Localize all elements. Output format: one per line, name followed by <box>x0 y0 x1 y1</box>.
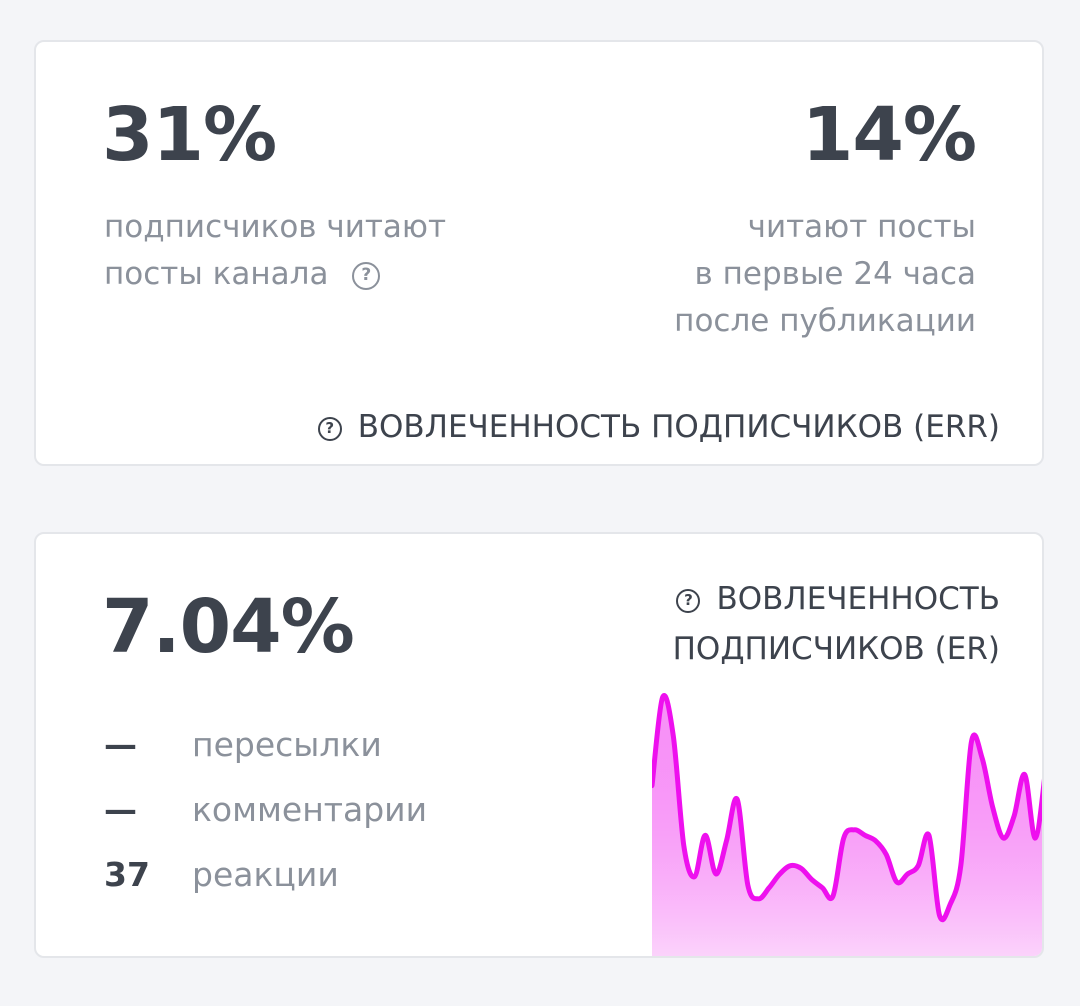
er-title-line2: ПОДПИСЧИКОВ (ER) <box>672 631 1000 667</box>
err-left-desc-line2-text: посты канала <box>104 256 329 292</box>
question-circle-icon[interactable]: ? <box>676 588 701 613</box>
metric-name: пересылки <box>192 725 382 764</box>
err-right-desc-line2: в первые 24 часа <box>694 256 976 292</box>
err-card: 31% подписчиков читают посты канала ? 14… <box>34 40 1044 466</box>
err-24h-read-value: 14% <box>801 92 977 178</box>
err-left-desc-line1: подписчиков читают <box>104 209 447 245</box>
sparkline-area <box>652 695 1042 956</box>
metric-name: реакции <box>192 855 339 894</box>
er-sparkline-chart <box>652 693 1042 956</box>
err-footer-label: ВОВЛЕЧЕННОСТЬ ПОДПИСЧИКОВ (ERR) <box>357 409 1000 445</box>
err-right-desc-line3: после публикации <box>674 303 976 339</box>
err-24h-read-desc: читают посты в первые 24 часа после публ… <box>674 204 976 345</box>
er-title[interactable]: ? ВОВЛЕЧЕННОСТЬ ПОДПИСЧИКОВ (ER) <box>673 574 1000 674</box>
er-title-line1: ВОВЛЕЧЕННОСТЬ <box>716 581 1000 617</box>
metric-row-reactions: 37 реакции <box>104 850 339 900</box>
er-value: 7.04% <box>102 584 355 670</box>
sparkline-line <box>652 693 1042 923</box>
metric-value: 37 <box>104 855 150 894</box>
metric-value: — <box>104 790 137 829</box>
metric-row-forwards: — пересылки <box>104 720 382 770</box>
metric-row-comments: — комментарии <box>104 785 427 835</box>
err-footer[interactable]: ? ВОВЛЕЧЕННОСТЬ ПОДПИСЧИКОВ (ERR) <box>317 402 1000 452</box>
question-circle-icon[interactable]: ? <box>317 416 342 441</box>
metric-name: комментарии <box>192 790 428 829</box>
err-left-desc-line2: посты канала ? <box>104 251 446 298</box>
question-circle-icon[interactable]: ? <box>352 261 381 290</box>
er-card: 7.04% ? ВОВЛЕЧЕННОСТЬ ПОДПИСЧИКОВ (ER) — п… <box>34 532 1044 958</box>
er-title-line1-row: ? ВОВЛЕЧЕННОСТЬ <box>673 574 1000 624</box>
metric-value: — <box>104 725 137 764</box>
err-right-desc-line1: читают посты <box>747 209 976 245</box>
err-subscribers-read-value: 31% <box>102 92 277 178</box>
err-subscribers-read-desc: подписчиков читают посты канала ? <box>104 204 446 298</box>
